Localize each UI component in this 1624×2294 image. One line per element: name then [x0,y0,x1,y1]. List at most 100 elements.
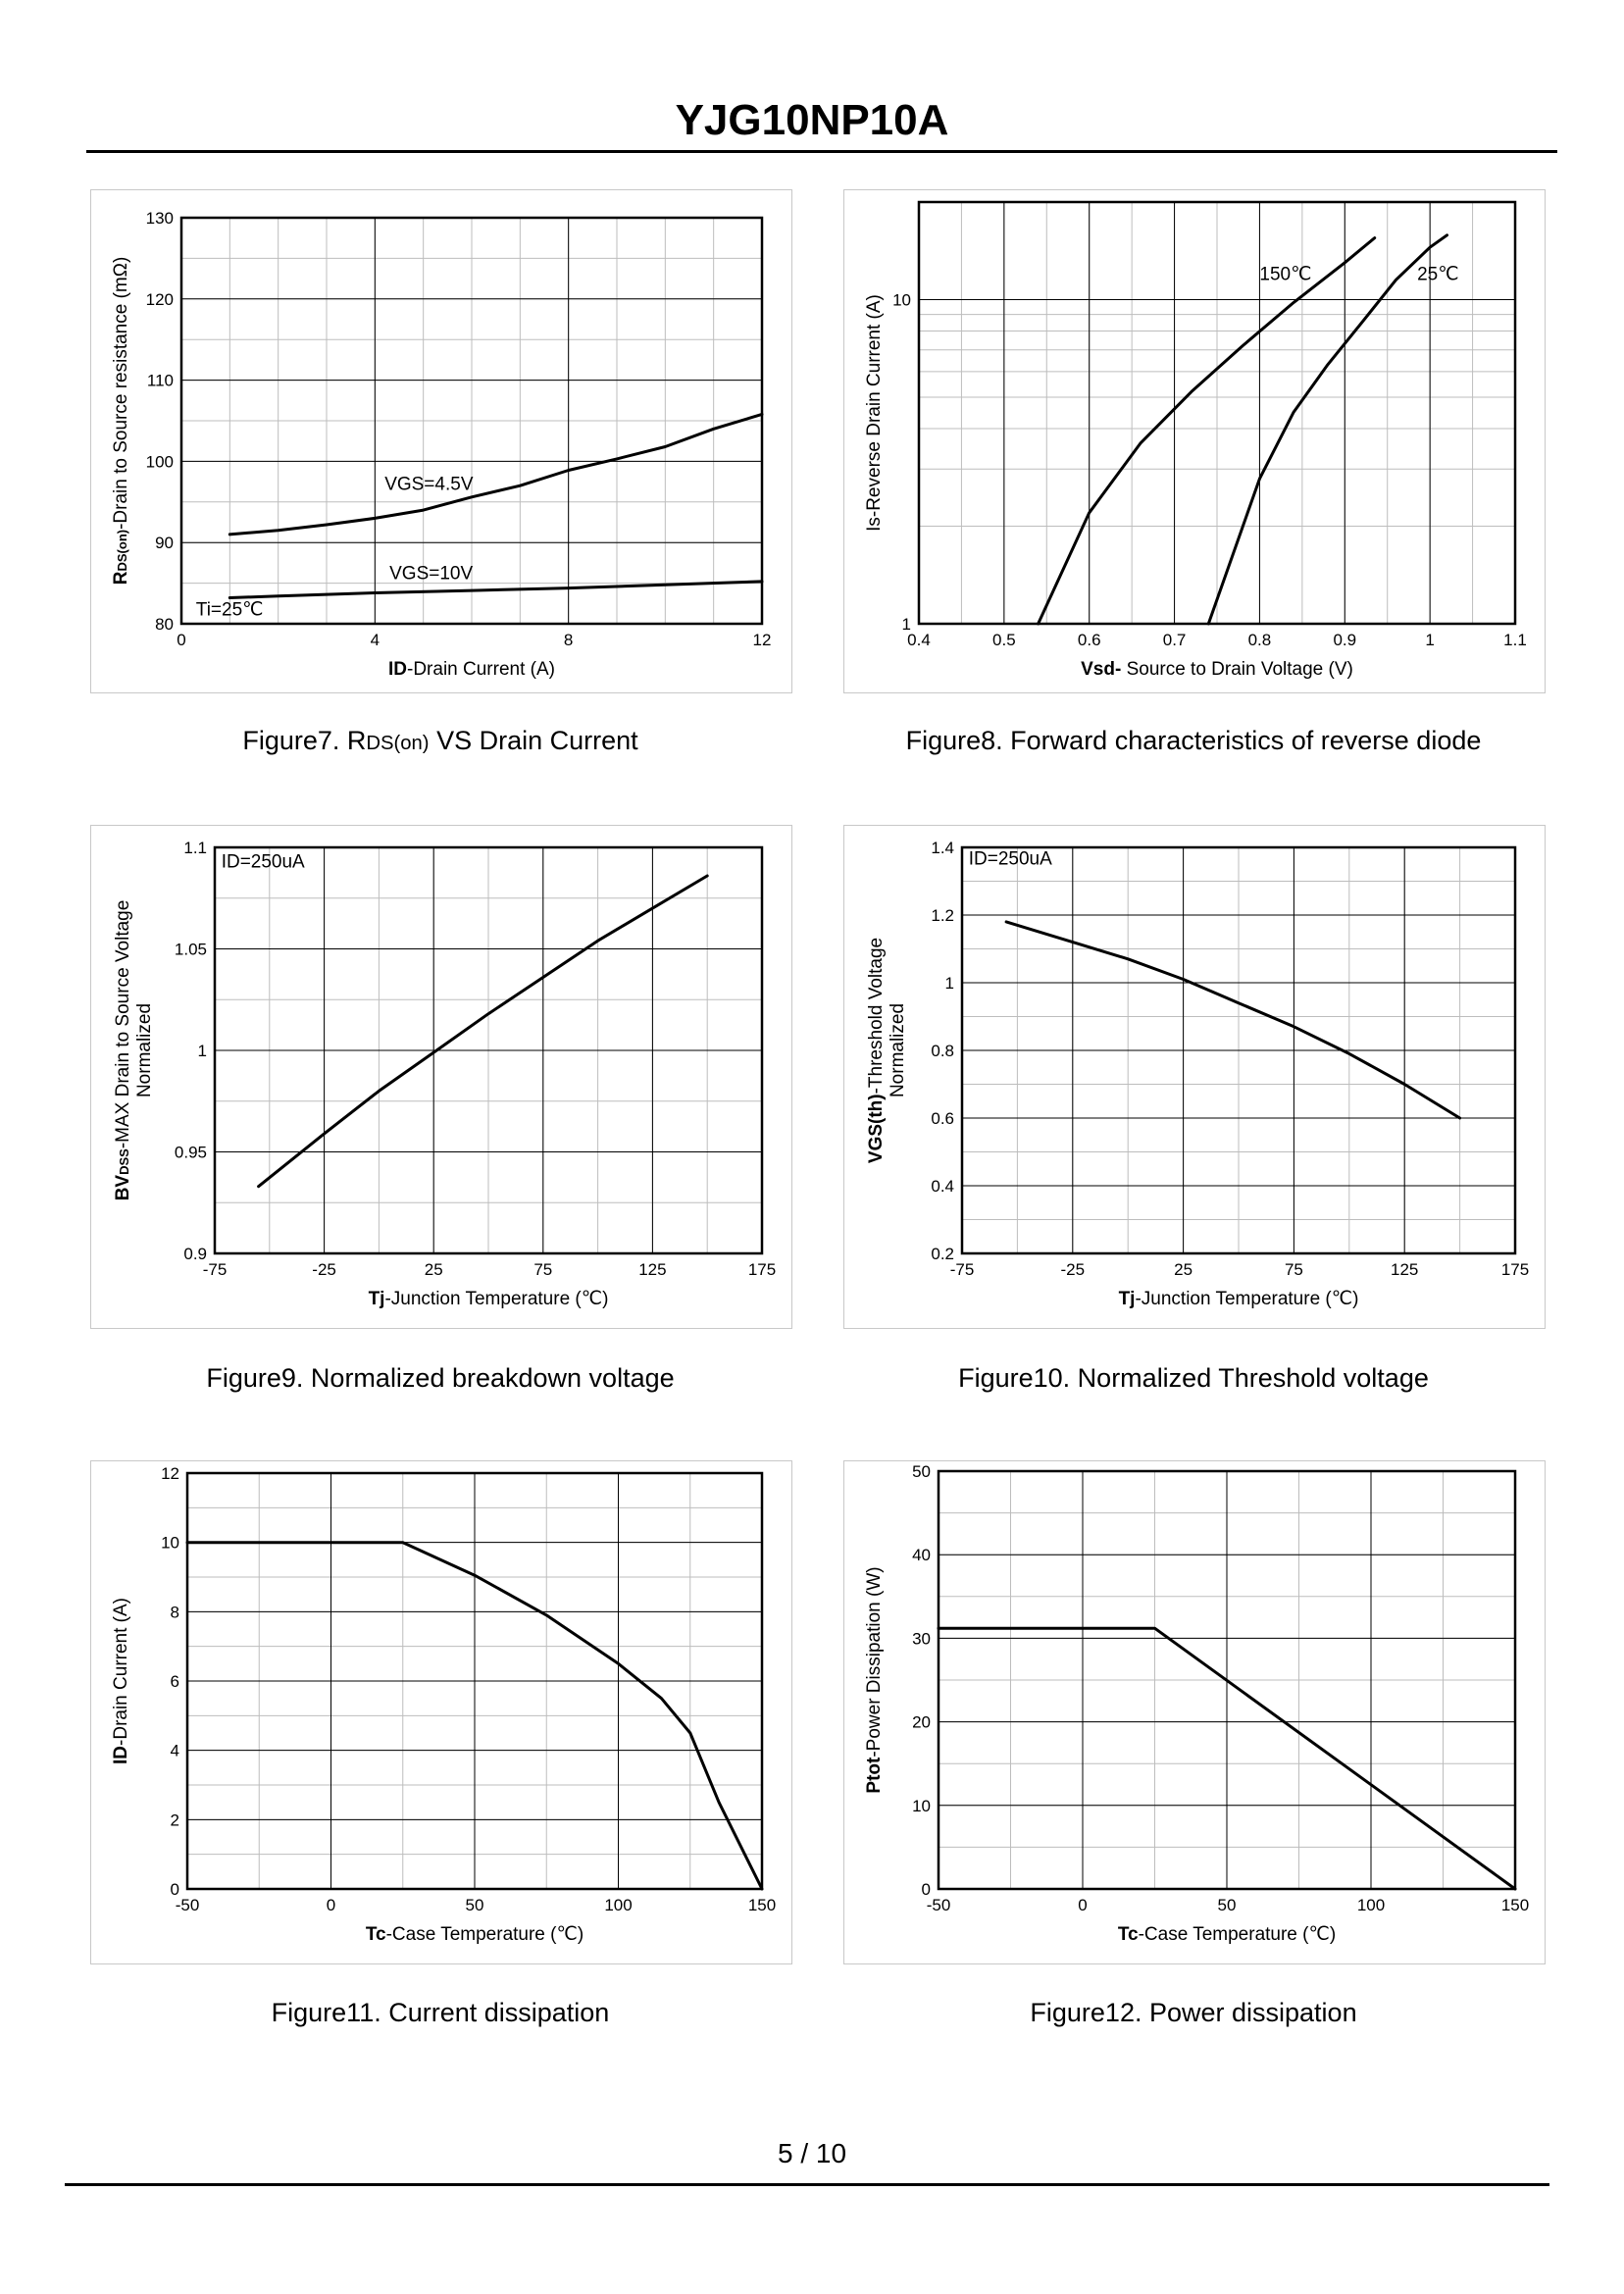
series-line [1206,233,1448,626]
figure7-chart: 0 4 8 12 80 90 100 110 120 130 VGS=4.5V VGS=10V Ti=2… [111,209,772,680]
x-axis-title-text: Source to Drain Voltage (V) [1121,659,1353,680]
x-axis-title: Tc-Case Temperature (℃) [366,1924,584,1945]
annotation-label: VGS=4.5V [384,474,474,494]
y-tick-label: 0.2 [931,1245,954,1263]
x-tick-label: 75 [1285,1260,1303,1279]
x-tick-label: -50 [176,1896,200,1914]
x-tick-label: 100 [1357,1896,1385,1914]
y-axis-title-text: Is-Reverse Drain Current (A) [864,294,885,532]
y-tick-label: 6 [171,1672,179,1691]
x-tick-label: -75 [950,1260,975,1279]
plot-frame [937,1469,1517,1891]
series-line [228,412,764,536]
y-axis-title-line2: Normalized [134,1003,155,1097]
x-tick-label: 0 [177,631,185,649]
plot-frame [179,216,764,626]
y-axis-title: ID-Drain Current (A) [111,1598,131,1764]
y-tick-label: 1.4 [931,839,954,857]
x-axis-title-bold: Tj [369,1289,385,1309]
y-tick-label: 8 [171,1603,179,1621]
y-axis-title-text: -Drain Current (A) [111,1598,131,1746]
x-axis-title-bold: ID [388,659,407,680]
x-tick-label: 150 [1501,1896,1529,1914]
figure8-panel: 0.4 0.5 0.6 0.7 0.8 0.9 1 1.1 1 10 150℃ 25℃ Vsd- Sou… [843,189,1546,693]
x-tick-label: 1 [1425,631,1434,649]
series-line [937,1626,1517,1891]
x-tick-label: -75 [203,1260,228,1279]
x-tick-label: -25 [312,1260,336,1279]
x-tick-label: 0.7 [1163,631,1187,649]
x-tick-label: 125 [638,1260,666,1279]
x-tick-label: 12 [753,631,772,649]
figure8-chart: 0.4 0.5 0.6 0.7 0.8 0.9 1 1.1 1 10 150℃ 25℃ Vsd- Sou… [864,200,1527,680]
x-tick-label: 25 [1174,1260,1193,1279]
figure10-panel: -75 -25 25 75 125 175 0.2 0.4 0.6 0.8 1 1.2 1.4 ID=25… [843,825,1546,1329]
figure11-panel: -50 0 50 100 150 0 2 4 6 8 10 12 Tc-Case Temperature… [90,1460,792,1964]
y-axis-title-text: -Threshold Voltage [866,938,887,1095]
y-axis-title-sub: DS(on) [115,530,129,572]
x-tick-label: 0 [1078,1896,1087,1914]
x-axis-title-bold: Tj [1119,1289,1136,1309]
y-axis-title-bold: ID [111,1746,131,1764]
figure7-caption-rest: VS Drain Current [429,726,638,755]
y-tick-label: 0.6 [931,1109,954,1128]
series-line [257,874,709,1189]
y-tick-label: 2 [171,1810,179,1829]
plot-frame [917,200,1517,626]
figure10-caption: Figure10. Normalized Threshold voltage [958,1363,1429,1393]
y-axis-title-text: -MAX Drain to Source Voltage [113,900,133,1148]
y-axis-title: RDS(on)-Drain to Source resistance (mΩ) [111,257,131,586]
y-axis-title-bold: R [111,571,131,585]
annotation-label: 150℃ [1259,264,1311,284]
y-tick-label: 0.4 [931,1177,954,1196]
x-axis-title-text: -Junction Temperature (℃) [1135,1289,1358,1309]
y-tick-label: 100 [146,452,174,471]
y-tick-label: 0 [171,1880,179,1899]
y-tick-label: 1 [902,615,911,634]
y-tick-label: 30 [912,1629,931,1648]
x-tick-label: -25 [1061,1260,1086,1279]
figure12-panel: -50 0 50 100 150 0 10 20 30 40 50 Tc-Case Temperatu… [843,1460,1546,1964]
figure9-panel: -75 -25 25 75 125 175 0.9 0.95 1 1.05 1.1 ID=250uA T… [90,825,792,1329]
x-axis-title-text: -Drain Current (A) [407,659,555,680]
x-axis-title: Tj-Junction Temperature (℃) [1119,1289,1359,1309]
x-tick-label: 100 [604,1896,632,1914]
y-tick-label: 1.2 [931,906,954,925]
x-tick-label: 0 [327,1896,335,1914]
x-tick-label: 25 [425,1260,443,1279]
y-tick-label: 4 [171,1742,179,1760]
annotation-label: 25℃ [1417,264,1458,284]
x-axis-title: ID-Drain Current (A) [388,659,555,680]
figure7-panel: 0 4 8 12 80 90 100 110 120 130 VGS=4.5V VGS=10V Ti=2… [90,189,792,693]
y-axis-title-sub: DSS [117,1148,131,1175]
series-line [228,580,764,599]
figure7-caption-main: Figure7. R [242,726,367,755]
x-axis-title: Tc-Case Temperature (℃) [1118,1924,1336,1945]
annotation-label: ID=250uA [969,848,1052,869]
x-axis-title-bold: Vsd- [1081,659,1121,680]
y-tick-label: 0 [922,1880,931,1899]
y-axis-title-line2: Normalized [888,1003,908,1097]
y-axis-title: Ptot-Power Dissipation (W) [864,1566,885,1793]
figure10-chart: -75 -25 25 75 125 175 0.2 0.4 0.6 0.8 1 1.2 1.4 ID=25… [866,839,1529,1309]
y-tick-label: 20 [912,1713,931,1732]
x-axis-title: Tj-Junction Temperature (℃) [369,1289,609,1309]
x-axis-title: Vsd- Source to Drain Voltage (V) [1081,659,1353,680]
series-line [1004,920,1462,1120]
series-line [185,1541,764,1891]
x-tick-label: 0.8 [1248,631,1272,649]
y-tick-label: 12 [161,1464,179,1483]
y-tick-label: 10 [892,290,911,309]
x-tick-label: 0.4 [907,631,931,649]
y-tick-label: 1 [198,1042,207,1060]
y-tick-label: 0.95 [175,1144,207,1162]
x-tick-label: 50 [1218,1896,1237,1914]
y-tick-label: 1 [945,974,954,993]
y-axis-title-text: -Power Dissipation (W) [864,1566,885,1757]
y-tick-label: 10 [912,1797,931,1815]
plot-frame [185,1471,764,1891]
x-axis-title-text: -Case Temperature (℃) [386,1924,584,1945]
figure7-caption-sub: DS(on) [366,733,430,754]
